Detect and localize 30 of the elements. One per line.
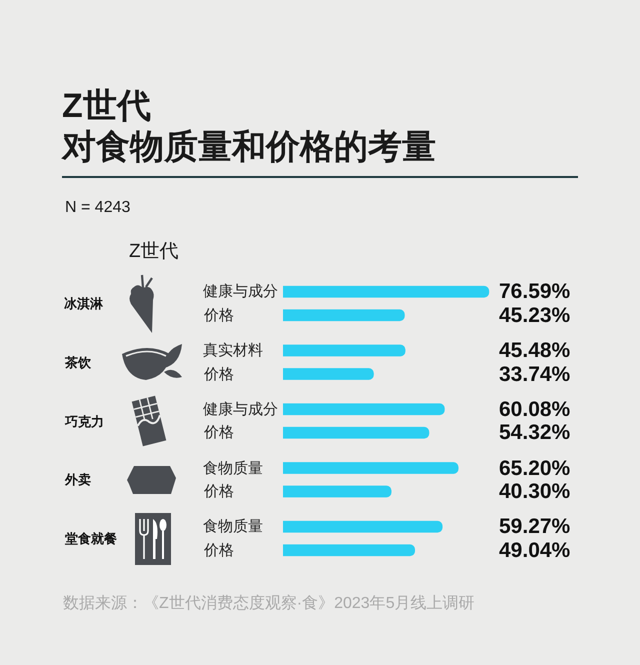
text: 巧克力 <box>64 414 104 429</box>
y-tick-label: 食物质量 <box>203 460 263 477</box>
y-tick-label: 健康与成分 <box>203 401 278 418</box>
data-label: 33.74% <box>499 363 571 386</box>
y-tick-label: 价格 <box>203 307 234 324</box>
data-label: 76.59% <box>499 280 571 303</box>
chart-title: Z世代 <box>62 86 151 127</box>
text: 堂食就餐 <box>64 531 117 546</box>
data-label: 45.23% <box>499 304 571 327</box>
y-tick-label: 健康与成分 <box>203 283 278 300</box>
data-label: 45.48% <box>499 339 571 362</box>
data-label: 60.08% <box>499 398 571 421</box>
y-axis-title: Z世代 <box>129 240 179 264</box>
data-label: 40.30% <box>499 480 571 503</box>
text: 外卖 <box>64 472 91 487</box>
chart-subtitle: 对食物质量和价格的考量 <box>62 127 436 168</box>
data-label: 54.32% <box>499 421 571 444</box>
y-tick-label: 价格 <box>203 483 234 500</box>
y-tick-label: 食物质量 <box>203 518 263 535</box>
data-label: 65.20% <box>499 457 571 480</box>
data-label: 59.27% <box>499 515 571 538</box>
y-tick-label: 真实材料 <box>203 342 263 359</box>
data-label: 49.04% <box>499 539 571 562</box>
text: N = 4243 <box>65 199 130 217</box>
y-tick-label: 价格 <box>203 424 234 441</box>
source-note: 数据来源：《Z世代消费态度观察·食》2023年5月线上调研 <box>63 594 475 614</box>
y-tick-label: 价格 <box>203 366 234 383</box>
y-tick-label: 价格 <box>203 542 234 559</box>
text: 冰淇淋 <box>64 296 104 311</box>
text: 茶饮 <box>64 355 92 370</box>
